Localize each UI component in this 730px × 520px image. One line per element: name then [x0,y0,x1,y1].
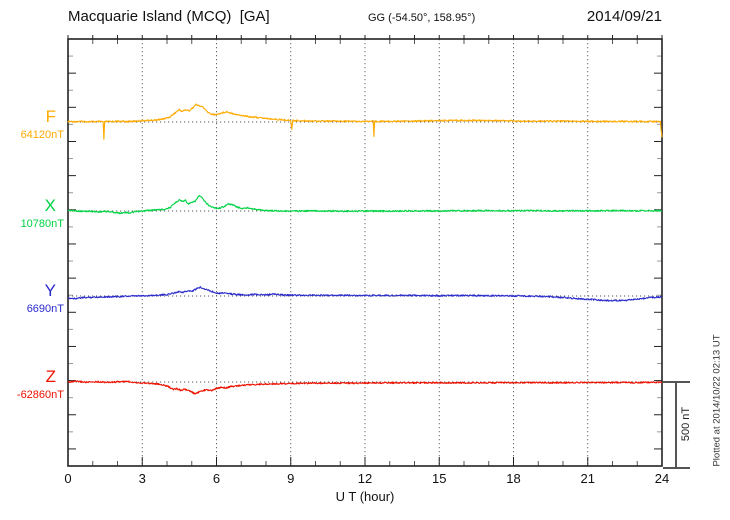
component-letter-F: F [45,107,56,126]
trace-Z [67,380,663,395]
trace-Y [67,286,663,302]
trace-X [67,195,663,215]
plot-date: 2014/09/21 [586,8,662,25]
x-tick-label: 6 [212,471,221,486]
station-title: Macquarie Island (MCQ) [GA] [68,8,270,25]
x-tick-label: 15 [432,471,447,486]
component-letter-Y: Y [44,281,56,300]
component-baseline-value-Y: 6690nT [26,303,64,315]
x-axis-label: U T (hour) [335,489,395,504]
x-tick-label: 18 [506,471,521,486]
trace-F [67,103,663,140]
x-tick-label: 9 [287,471,295,486]
scalebar-label: 500 nT [680,406,692,442]
component-letter-Z: Z [45,367,56,386]
component-baseline-value-X: 10780nT [20,218,64,230]
plotted-at-watermark: Plotted at 2014/10/22 02:13 UT [711,334,723,467]
x-tick-label: 24 [654,471,670,486]
component-baseline-value-F: 64120nT [20,129,64,141]
geographic-coordinates: GG (-54.50°, 158.95°) [368,12,476,24]
x-tick-label: 3 [138,471,146,486]
component-baseline-value-Z: -62860nT [16,389,64,401]
plot-frame [67,38,663,467]
x-tick-label: 0 [64,471,72,486]
x-tick-label: 12 [357,471,373,486]
x-tick-label: 21 [580,471,595,486]
component-letter-X: X [44,196,56,215]
